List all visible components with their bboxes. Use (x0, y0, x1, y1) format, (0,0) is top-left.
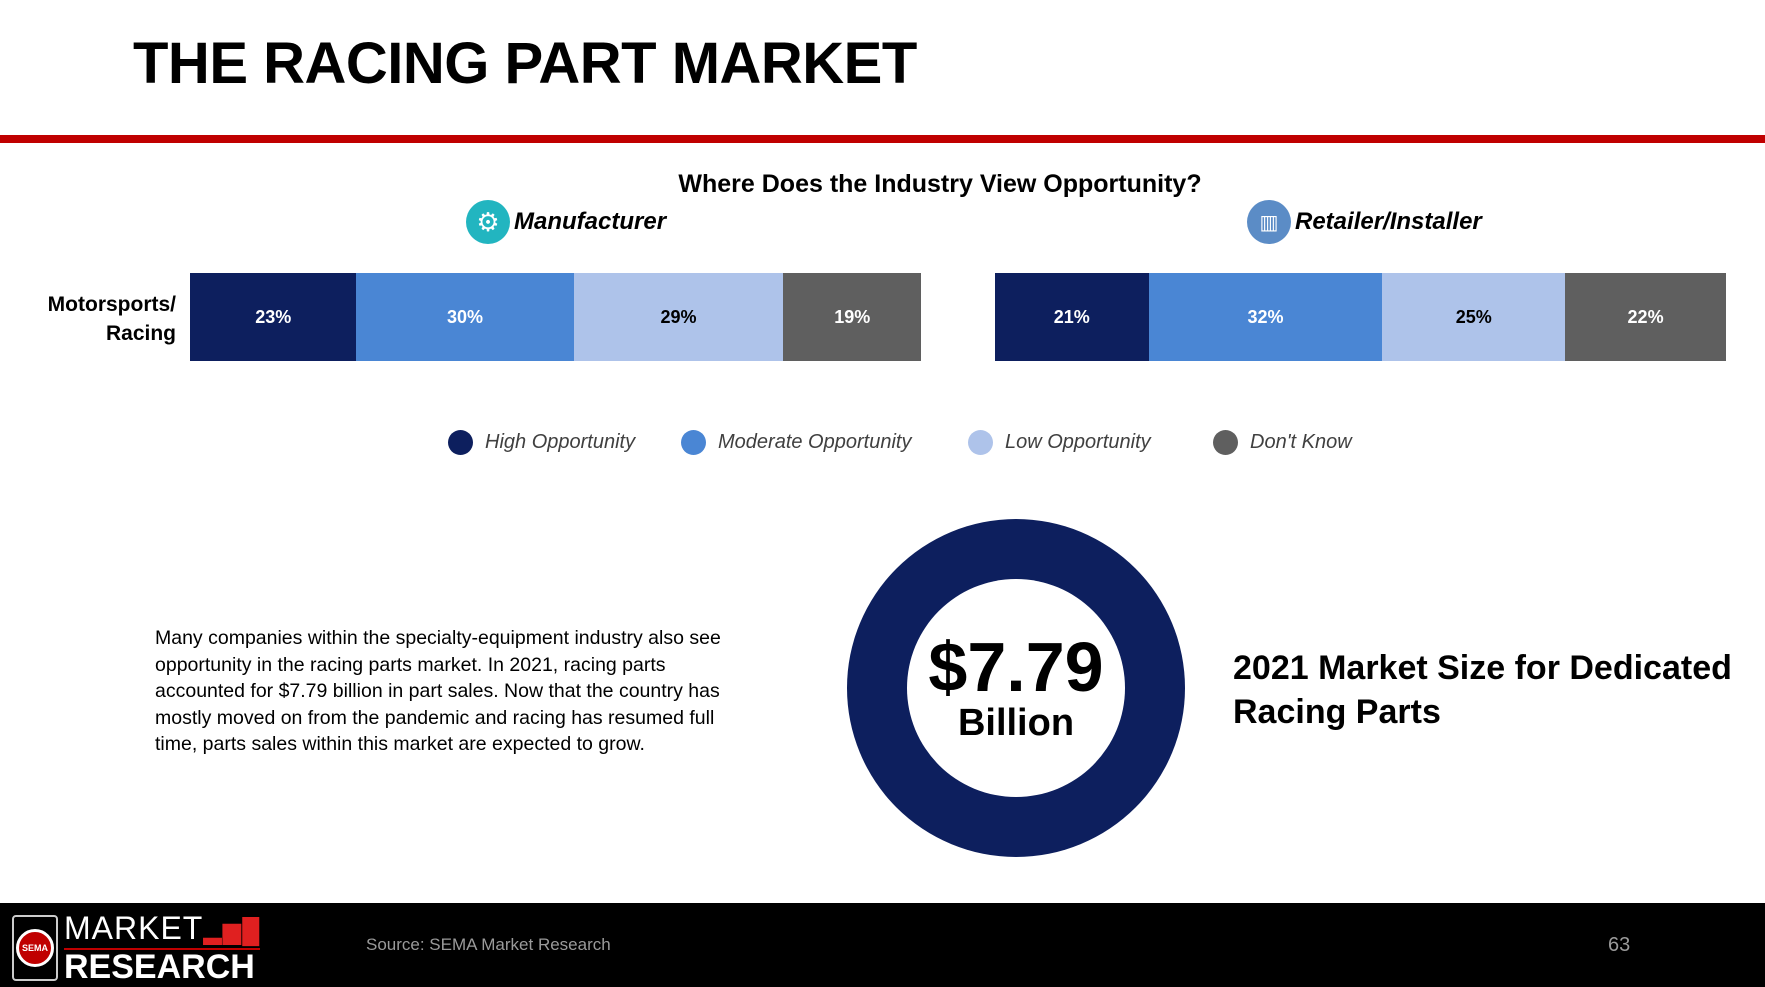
bar-segment-low: 25% (1382, 273, 1566, 361)
row-label: Motorsports/ Racing (48, 290, 176, 348)
chart-title: Where Does the Industry View Opportunity… (678, 170, 1202, 198)
chart-legend: High Opportunity Moderate Opportunity Lo… (448, 430, 1352, 455)
bar-segment-dont-know: 19% (783, 273, 921, 361)
logo-market: MARKET (64, 910, 204, 946)
bar-chart-icon: ▂▆█ (203, 918, 261, 945)
sema-market-research-logo: SEMA MARKET▂▆█ RESEARCH (12, 912, 261, 984)
logo-text-top: MARKET▂▆█ (64, 912, 260, 948)
footer-bar (0, 903, 1765, 987)
bar-segment-low: 29% (573, 273, 784, 361)
title-divider (0, 135, 1765, 143)
group-label: Manufacturer (514, 208, 667, 235)
group-header-retailer: ▥ Retailer/Installer (1247, 200, 1482, 244)
legend-item-low: Low Opportunity (968, 430, 1213, 455)
gears-icon: ⚙ (466, 200, 510, 244)
legend-dot-icon (681, 430, 706, 455)
page-title: THE RACING PART MARKET (133, 31, 917, 96)
legend-label: High Opportunity (485, 431, 636, 453)
legend-item-dont-know: Don't Know (1213, 430, 1352, 455)
bar-segment-high: 23% (190, 273, 357, 361)
bar-segment-dont-know: 22% (1565, 273, 1726, 361)
group-label: Retailer/Installer (1295, 208, 1482, 235)
legend-dot-icon (1213, 430, 1238, 455)
legend-label: Moderate Opportunity (718, 431, 912, 453)
page-number: 63 (1608, 934, 1631, 956)
group-header-manufacturer: ⚙ Manufacturer (466, 200, 666, 244)
market-value: $7.79 (928, 628, 1104, 706)
stacked-bar-retailer: 21% 32% 25% 22% (995, 273, 1726, 361)
bar-segment-moderate: 30% (356, 273, 574, 361)
row-label-line: Racing (105, 322, 176, 345)
legend-label: Don't Know (1250, 431, 1352, 453)
seal-text: SEMA (16, 929, 54, 967)
storefront-icon: ▥ (1247, 200, 1291, 244)
logo-text-bottom: RESEARCH (64, 948, 261, 984)
description-paragraph: Many companies within the specialty-equi… (155, 627, 721, 756)
legend-item-high: High Opportunity (448, 430, 681, 455)
legend-dot-icon (968, 430, 993, 455)
source-note: Source: SEMA Market Research (366, 935, 611, 954)
stacked-bar-manufacturer: 23% 30% 29% 19% (190, 273, 921, 361)
legend-label: Low Opportunity (1005, 431, 1151, 453)
row-label-line: Motorsports/ (47, 293, 176, 316)
sema-seal-icon: SEMA (12, 915, 58, 981)
market-unit: Billion (957, 702, 1075, 744)
donut-center: $7.79 Billion (907, 579, 1125, 797)
market-size-donut: $7.79 Billion (847, 519, 1185, 857)
bar-segment-high: 21% (995, 273, 1149, 361)
bar-segment-moderate: 32% (1148, 273, 1383, 361)
market-size-label: 2021 Market Size for Dedicated Racing Pa… (1233, 649, 1732, 731)
legend-dot-icon (448, 430, 473, 455)
legend-item-moderate: Moderate Opportunity (681, 430, 968, 455)
